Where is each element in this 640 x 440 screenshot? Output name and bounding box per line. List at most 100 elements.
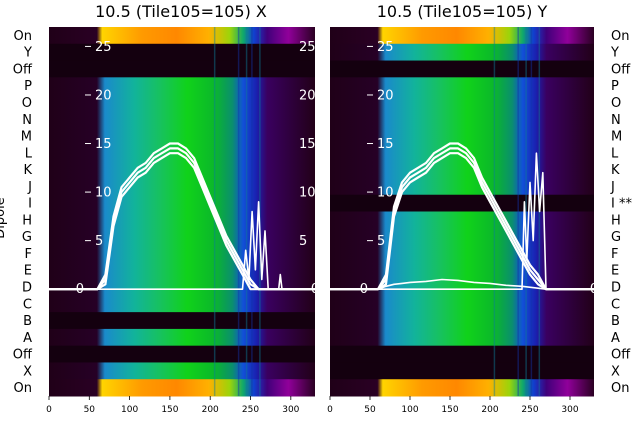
dipole-label: K — [611, 163, 620, 178]
overlay-y-tick-label: 15 — [95, 137, 112, 152]
heatmap-row — [330, 295, 594, 313]
overlay-series-line — [49, 201, 315, 290]
dipole-label: Off — [13, 348, 33, 363]
heatmap-rows — [49, 27, 315, 397]
heatmap-row — [330, 60, 594, 78]
heatmap-row — [49, 77, 315, 95]
dipole-label: I ** — [611, 197, 632, 212]
x-tick-label: 250 — [521, 405, 538, 415]
heatmap-row — [330, 127, 594, 145]
overlay-y-tick-label: 5 — [299, 234, 307, 249]
heatmap-rows — [330, 27, 594, 397]
dipole-label: D — [611, 280, 621, 295]
x-ticks: 0 50 100 150 200 250 300 — [327, 396, 579, 415]
dipole-label: On — [14, 381, 32, 396]
dipole-label: K — [23, 163, 32, 178]
overlay-y-tick-label: 15 — [299, 137, 316, 152]
heatmap-row — [330, 77, 594, 95]
overlay-lines — [49, 142, 315, 291]
heatmap-row — [330, 94, 594, 112]
heatmap-row — [49, 362, 315, 380]
x-tick-label: 100 — [121, 405, 138, 415]
heatmap-row — [49, 60, 315, 78]
heatmap-streak — [259, 27, 261, 396]
dipole-label: O — [611, 96, 621, 111]
heatmap-row — [49, 43, 315, 62]
heatmap-streak — [525, 27, 527, 396]
overlay-y-ticks: 0 0 5 5 10 10 15 15 20 20 25 25 — [76, 40, 319, 297]
dipole-label: H — [22, 213, 32, 228]
dipole-label: B — [611, 314, 620, 329]
heatmap-row — [330, 362, 594, 380]
overlay-y-ticks: 0 0 5 10 15 20 25 — [360, 40, 598, 297]
heatmap-row — [330, 194, 594, 212]
heatmap-row — [330, 27, 594, 45]
heatmap-row — [330, 110, 594, 129]
overlay-y-tick-label: 15 — [377, 137, 394, 152]
panel-x: 10.5 (Tile105=105) X Dipole 0 0 5 5 10 10 15 15… — [0, 2, 319, 415]
x-tick-label: 50 — [84, 405, 96, 415]
dipole-label: X — [611, 364, 620, 379]
dipole-label: On — [611, 29, 629, 44]
heatmap-row — [49, 379, 315, 397]
heatmap-row — [330, 144, 594, 162]
dipole-label: D — [22, 280, 32, 295]
dipole-label: C — [23, 297, 32, 312]
dipole-label: M — [611, 130, 622, 145]
overlay-lines — [330, 142, 594, 291]
x-ticks: 0 50 100 150 200 250 300 — [46, 396, 300, 415]
overlay-y-tick-label: 20 — [299, 88, 316, 103]
overlay-series-line — [330, 278, 594, 290]
dipole-label: B — [23, 314, 32, 329]
overlay-y-tick-label: 0 — [76, 282, 84, 297]
heatmap-row — [330, 177, 594, 196]
heatmap-row — [330, 345, 594, 363]
heatmap-row — [49, 345, 315, 363]
heatmap-row — [330, 278, 594, 296]
heatmap-row — [49, 261, 315, 280]
dipole-label: F — [611, 247, 618, 262]
x-tick-label: 100 — [401, 405, 418, 415]
heatmap-row — [49, 312, 315, 330]
heatmap-row — [330, 245, 594, 263]
heatmap-row — [49, 110, 315, 129]
heatmap-row — [49, 27, 315, 45]
overlay-y-tick-label: 10 — [299, 186, 316, 201]
overlay-series-line — [330, 152, 594, 290]
overlay-y-tick-label: 10 — [95, 186, 112, 201]
dipole-label: Off — [611, 62, 631, 77]
heatmap-row — [49, 245, 315, 263]
x-tick-label: 200 — [481, 405, 498, 415]
heatmap-row — [330, 161, 594, 179]
heatmap-row — [330, 312, 594, 330]
heatmap-row — [49, 127, 315, 145]
dipole-label: G — [22, 230, 32, 245]
overlay-y-tick-label: 20 — [95, 88, 112, 103]
overlay-y-tick-label: 5 — [377, 234, 385, 249]
overlay-y-tick-label: 0 — [590, 282, 598, 297]
dipole-label: N — [22, 113, 32, 128]
dipole-label: I — [28, 197, 32, 212]
overlay-y-tick-label: 0 — [360, 282, 368, 297]
dipole-label: E — [611, 264, 619, 279]
dipole-label: X — [23, 364, 32, 379]
overlay-y-tick-label: 5 — [95, 234, 103, 249]
dipole-label: M — [21, 130, 32, 145]
heatmap-streak — [237, 27, 240, 396]
overlay-series-line — [49, 152, 315, 291]
heatmap-row — [49, 228, 315, 246]
chart-title: 10.5 (Tile105=105) X — [95, 2, 267, 21]
dipole-label: O — [22, 96, 32, 111]
heatmap-row — [49, 194, 315, 212]
heatmap-row — [330, 328, 594, 347]
dipole-label: N — [611, 113, 621, 128]
heatmap-row — [49, 211, 315, 229]
x-tick-label: 150 — [441, 405, 458, 415]
dipole-label: C — [611, 297, 620, 312]
overlay-y-tick-label: 25 — [95, 40, 112, 55]
dipole-label: On — [14, 29, 32, 44]
